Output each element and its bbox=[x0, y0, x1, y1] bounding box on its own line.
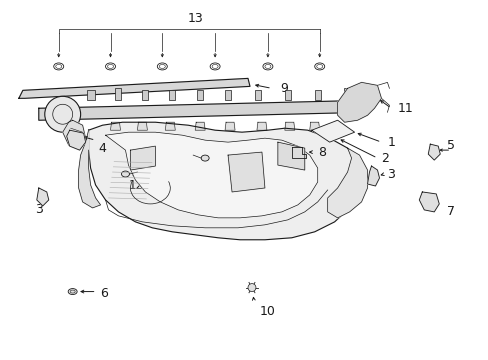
Polygon shape bbox=[224, 122, 235, 130]
Polygon shape bbox=[66, 130, 85, 150]
Polygon shape bbox=[105, 132, 317, 218]
Polygon shape bbox=[277, 142, 304, 170]
Text: 7: 7 bbox=[447, 205, 454, 219]
Text: 11: 11 bbox=[397, 102, 412, 115]
Ellipse shape bbox=[68, 289, 77, 294]
Polygon shape bbox=[79, 130, 101, 208]
Bar bbox=[197, 90, 203, 100]
Polygon shape bbox=[419, 192, 438, 212]
Polygon shape bbox=[337, 82, 381, 122]
Polygon shape bbox=[137, 122, 147, 130]
Text: 3: 3 bbox=[35, 203, 42, 216]
Bar bbox=[115, 88, 121, 100]
Text: 1: 1 bbox=[386, 136, 394, 149]
Polygon shape bbox=[311, 120, 354, 142]
Bar bbox=[254, 90, 261, 100]
Text: 9: 9 bbox=[279, 82, 287, 95]
Circle shape bbox=[247, 284, 255, 292]
Bar bbox=[86, 90, 94, 100]
Polygon shape bbox=[227, 152, 264, 192]
Text: 13: 13 bbox=[187, 12, 203, 25]
Polygon shape bbox=[110, 122, 120, 130]
Polygon shape bbox=[62, 120, 85, 148]
Polygon shape bbox=[285, 122, 294, 130]
Text: 6: 6 bbox=[101, 287, 108, 300]
Text: 12: 12 bbox=[232, 152, 246, 165]
Polygon shape bbox=[327, 148, 367, 218]
Bar bbox=[224, 90, 230, 100]
Polygon shape bbox=[130, 146, 155, 170]
Polygon shape bbox=[309, 122, 319, 130]
Polygon shape bbox=[19, 78, 249, 98]
Text: 8: 8 bbox=[317, 145, 325, 159]
Ellipse shape bbox=[121, 171, 129, 177]
Bar bbox=[314, 90, 320, 100]
Polygon shape bbox=[195, 122, 205, 130]
Text: 3: 3 bbox=[386, 167, 394, 180]
Polygon shape bbox=[88, 122, 361, 240]
Ellipse shape bbox=[201, 155, 209, 161]
Polygon shape bbox=[165, 122, 175, 130]
Bar bbox=[285, 90, 290, 100]
Polygon shape bbox=[427, 144, 439, 160]
Text: 5: 5 bbox=[447, 139, 454, 152]
Text: 10: 10 bbox=[260, 305, 275, 318]
Text: 2: 2 bbox=[381, 152, 388, 165]
Bar bbox=[169, 90, 175, 100]
Text: 12: 12 bbox=[128, 180, 143, 193]
Bar bbox=[343, 88, 351, 100]
Polygon shape bbox=[256, 122, 266, 130]
Polygon shape bbox=[367, 166, 379, 186]
Polygon shape bbox=[291, 147, 305, 158]
Text: 4: 4 bbox=[99, 141, 106, 155]
Polygon shape bbox=[39, 100, 367, 120]
Polygon shape bbox=[37, 188, 49, 206]
Bar bbox=[142, 90, 148, 100]
Circle shape bbox=[45, 96, 81, 132]
